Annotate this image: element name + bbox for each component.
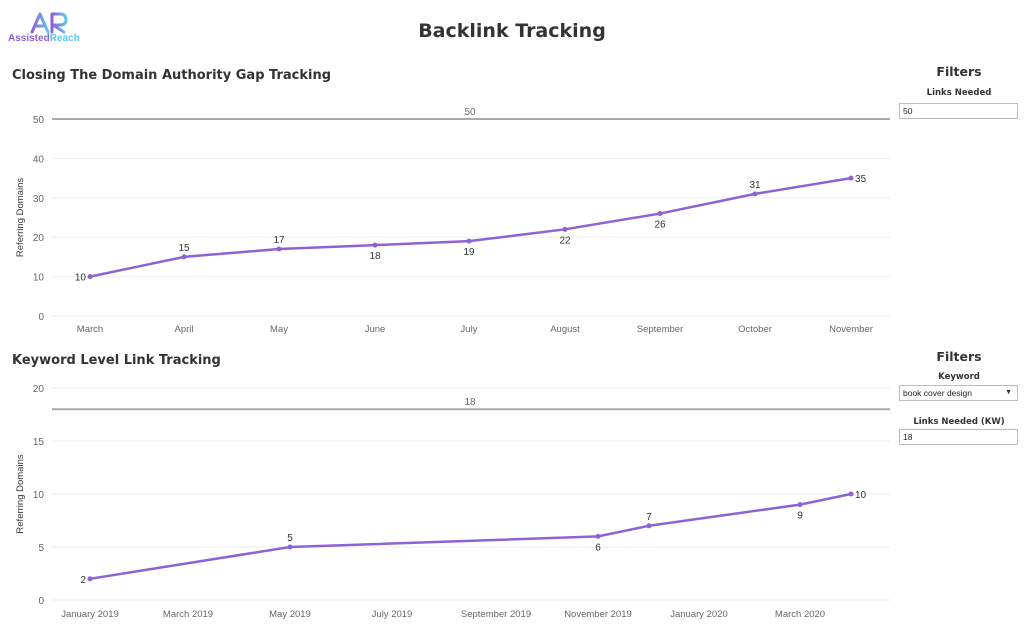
data-label: 5 bbox=[287, 533, 293, 544]
data-point bbox=[752, 191, 758, 197]
data-point bbox=[181, 254, 187, 260]
y-axis-title: Referring Domains bbox=[15, 454, 26, 533]
links-needed-kw-input[interactable]: 18 bbox=[899, 429, 1018, 445]
chart-title-domain-authority: Closing The Domain Authority Gap Trackin… bbox=[12, 68, 332, 83]
data-point bbox=[646, 523, 652, 529]
data-point bbox=[848, 491, 854, 497]
series-line bbox=[88, 492, 853, 581]
x-tick-label: September 2019 bbox=[461, 609, 531, 620]
data-label: 10 bbox=[855, 490, 867, 501]
data-point bbox=[372, 242, 378, 248]
reference-line-label: 18 bbox=[464, 397, 476, 408]
links-needed-kw-label: Links Needed (KW) bbox=[913, 417, 1005, 427]
logo-text-reach: Reach bbox=[49, 33, 80, 44]
data-point bbox=[466, 238, 472, 244]
x-tick-label: May 2019 bbox=[269, 609, 311, 620]
data-label: 19 bbox=[463, 247, 475, 258]
y-tick-label: 15 bbox=[33, 437, 45, 448]
y-tick-label: 20 bbox=[33, 384, 45, 395]
keyword-select-value: book cover design bbox=[903, 388, 972, 398]
x-tick-label: March 2020 bbox=[775, 609, 825, 620]
data-label: 26 bbox=[654, 220, 666, 231]
page-title: Backlink Tracking bbox=[418, 20, 606, 42]
data-label: 15 bbox=[178, 243, 190, 254]
y-tick-label: 50 bbox=[33, 115, 45, 126]
y-tick-label: 40 bbox=[33, 154, 45, 165]
logo-text-assisted: Assisted bbox=[8, 33, 50, 44]
logo-wordmark: AssistedReach bbox=[8, 33, 80, 44]
chart-title-keyword-level: Keyword Level Link Tracking bbox=[12, 353, 221, 368]
data-label: 10 bbox=[75, 273, 87, 284]
x-tick-label: November 2019 bbox=[564, 609, 632, 620]
y-tick-label: 10 bbox=[33, 273, 45, 284]
x-tick-label: July 2019 bbox=[372, 609, 413, 620]
reference-line-label: 50 bbox=[464, 107, 476, 118]
keyword-select[interactable]: book cover design ▼ bbox=[899, 385, 1018, 401]
data-point bbox=[562, 226, 568, 232]
data-label: 22 bbox=[559, 235, 571, 246]
x-tick-label: November bbox=[829, 324, 873, 335]
y-tick-label: 20 bbox=[33, 233, 45, 244]
data-label: 35 bbox=[855, 174, 867, 185]
assistedreach-logo bbox=[30, 12, 68, 34]
x-tick-label: March bbox=[77, 324, 103, 335]
y-tick-label: 0 bbox=[38, 596, 44, 607]
data-label: 7 bbox=[646, 512, 652, 523]
filters-title-1: Filters bbox=[936, 64, 982, 79]
data-point bbox=[595, 533, 601, 539]
x-tick-label: March 2019 bbox=[163, 609, 213, 620]
y-tick-label: 0 bbox=[38, 312, 44, 323]
x-tick-label: August bbox=[550, 324, 580, 335]
data-point bbox=[87, 274, 93, 280]
data-label: 9 bbox=[797, 511, 803, 522]
x-tick-label: July bbox=[461, 324, 478, 335]
x-tick-label: April bbox=[174, 324, 193, 335]
y-axis-title: Referring Domains bbox=[15, 178, 26, 257]
data-point bbox=[797, 502, 803, 508]
links-needed-label: Links Needed bbox=[926, 88, 992, 98]
data-label: 17 bbox=[273, 235, 285, 246]
data-label: 31 bbox=[749, 180, 761, 191]
x-tick-label: June bbox=[365, 324, 386, 335]
data-point bbox=[87, 576, 93, 582]
y-tick-label: 5 bbox=[38, 543, 44, 554]
domain-authority-line-chart: 0 10 20 30 40 50 Referring Domains 50 March April… bbox=[15, 107, 890, 335]
x-tick-label: October bbox=[738, 324, 772, 335]
keyword-label: Keyword bbox=[938, 372, 980, 382]
keyword-level-line-chart: 0 5 10 15 20 Referring Domains 18 January 2019 M… bbox=[15, 384, 890, 620]
data-label: 18 bbox=[369, 251, 381, 262]
data-point bbox=[276, 246, 282, 252]
data-point bbox=[287, 544, 293, 550]
links-needed-input[interactable]: 50 bbox=[899, 103, 1018, 119]
data-label: 2 bbox=[80, 575, 86, 586]
y-tick-label: 30 bbox=[33, 194, 45, 205]
x-tick-label: January 2020 bbox=[670, 609, 728, 620]
x-tick-label: September bbox=[637, 324, 683, 335]
data-point bbox=[848, 175, 854, 181]
filters-title-2: Filters bbox=[936, 349, 982, 364]
y-tick-label: 10 bbox=[33, 490, 45, 501]
x-tick-label: January 2019 bbox=[61, 609, 119, 620]
data-label: 6 bbox=[595, 542, 601, 553]
chevron-down-icon: ▼ bbox=[1005, 389, 1012, 396]
data-point bbox=[657, 211, 663, 217]
x-tick-label: May bbox=[270, 324, 288, 335]
